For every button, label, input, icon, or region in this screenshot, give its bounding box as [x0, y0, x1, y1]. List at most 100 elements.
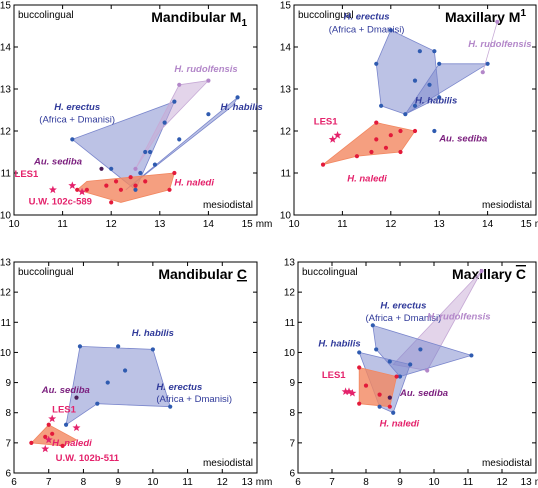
point-erectus	[109, 166, 114, 171]
x-tick-label: 12	[496, 477, 508, 488]
point-erectus	[162, 120, 167, 125]
point-naledi	[143, 179, 148, 184]
point-erectus	[417, 49, 422, 54]
les1-star-marker	[72, 423, 81, 432]
group-label: U.W. 102b-511	[56, 453, 120, 464]
y-tick-label: 12	[280, 127, 292, 138]
point-erectus	[374, 61, 379, 66]
group-label: H. rudolfensis	[468, 39, 531, 50]
point-naledi	[128, 175, 133, 180]
x-tick-label: 11	[463, 477, 474, 488]
point-erectus	[168, 404, 173, 409]
chart-title: Maxillary M1	[445, 8, 526, 25]
point-erectus	[387, 359, 392, 364]
point-naledi	[369, 149, 374, 155]
group-label: U.W. 102c-589	[29, 197, 92, 208]
x-tick-label: 8	[363, 477, 369, 488]
y-tick-label: 13	[0, 258, 11, 269]
group-label: H. naledi	[52, 438, 92, 449]
point-habilis	[235, 95, 240, 100]
point-naledi	[394, 374, 399, 379]
y-tick-label: 9	[289, 378, 295, 389]
y-tick-label: 12	[0, 127, 11, 138]
point-erectus	[432, 49, 437, 54]
plot-frame	[297, 261, 537, 474]
point-sediba	[99, 166, 104, 171]
point-erectus	[105, 380, 110, 385]
point-naledi	[398, 149, 403, 155]
hull-naledi	[30, 424, 78, 447]
point-naledi	[357, 401, 362, 406]
point-erectus	[427, 82, 432, 87]
y-axis-label: buccolingual	[302, 267, 358, 278]
point-erectus	[122, 368, 128, 373]
group-label: (Africa + Dmanisi)	[39, 115, 115, 126]
y-tick-label: 11	[1, 318, 12, 329]
point-erectus	[379, 103, 384, 108]
y-tick-label: 10	[280, 211, 292, 222]
group-label: (Africa + Dmanisi)	[156, 394, 232, 405]
point-naledi	[113, 179, 119, 184]
chart-title: Maxillary C	[452, 266, 526, 282]
y-tick-label: 8	[289, 408, 295, 419]
point-naledi	[109, 200, 114, 205]
x-tick-label: 12	[217, 477, 229, 488]
point-erectus	[77, 344, 83, 349]
point-habilis	[206, 112, 211, 117]
y-tick-label: 13	[0, 85, 11, 96]
point-habilis	[147, 149, 153, 155]
point-erectus	[374, 347, 379, 352]
point-erectus	[418, 347, 423, 352]
point-erectus	[357, 350, 362, 355]
point-erectus	[403, 112, 408, 117]
point-erectus	[397, 374, 403, 379]
y-axis-label: buccolingual	[298, 10, 354, 21]
point-erectus	[388, 28, 393, 33]
les1-star-marker	[44, 435, 53, 444]
point-naledi	[75, 187, 80, 192]
les1-star-marker	[48, 414, 57, 423]
y-tick-label: 9	[5, 378, 11, 389]
group-label: H. rudolfensis	[174, 64, 237, 75]
group-label: H. erectus	[380, 301, 426, 312]
point-naledi	[412, 128, 418, 134]
point-erectus	[437, 95, 442, 100]
les1-star-marker	[41, 444, 50, 453]
point-erectus	[412, 78, 418, 83]
point-habilis	[485, 61, 490, 66]
x-tick-label: 13	[154, 219, 166, 230]
group-label: (Africa + Dmanisi)	[329, 24, 405, 35]
point-naledi	[354, 154, 360, 159]
point-rudolfensis	[479, 268, 484, 274]
hull-habilis	[125, 97, 238, 191]
y-tick-label: 11	[285, 318, 296, 329]
point-sediba	[387, 395, 392, 400]
x-tick-label: 10	[288, 219, 300, 230]
les1-star-marker	[341, 387, 350, 396]
les1-star-marker	[48, 185, 57, 194]
x-tick-label: 14	[203, 219, 215, 230]
group-label: LES1	[52, 405, 76, 416]
point-erectus	[138, 170, 143, 176]
y-axis-label: buccolingual	[18, 267, 74, 278]
point-rudolfensis	[206, 78, 211, 83]
x-axis-label: mesiodistal	[482, 200, 532, 211]
point-naledi	[84, 187, 89, 192]
point-rudolfensis	[495, 19, 500, 24]
point-erectus	[152, 162, 158, 167]
point-habilis	[177, 137, 182, 142]
x-axis-label: mesiodistal	[203, 458, 253, 469]
x-tick-label: 7	[329, 477, 335, 488]
point-naledi	[104, 183, 109, 188]
hull-erectus	[71, 100, 176, 191]
point-sediba	[74, 395, 79, 400]
y-axis-label: buccolingual	[18, 10, 74, 21]
point-erectus	[172, 99, 177, 104]
x-tick-label: 11	[57, 219, 68, 230]
point-erectus	[150, 347, 155, 352]
